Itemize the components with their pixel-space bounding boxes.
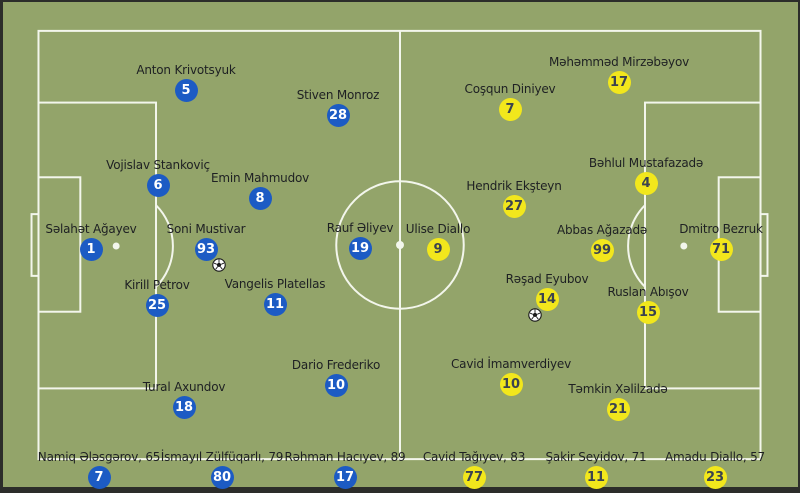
player-name-label: Dario Frederiko bbox=[291, 358, 381, 372]
right-goal bbox=[759, 213, 769, 277]
player-number-badge[interactable]: 93 bbox=[194, 237, 218, 261]
player-number-badge[interactable]: 18 bbox=[172, 395, 196, 419]
center-spot bbox=[396, 241, 404, 249]
player-name-label: Cavid İmamverdiyev bbox=[450, 357, 572, 371]
players-layer: Səlahət Ağayev 1 Anton Krivotsyuk 5 Vojislav… bbox=[3, 2, 798, 489]
player-number-badge[interactable]: 10 bbox=[324, 373, 348, 397]
player-name-label: Cavid Tağıyev, 83 bbox=[422, 450, 526, 464]
right-penalty-spot bbox=[680, 242, 688, 250]
player-name-label: Namiq Ələsgərov, 65 bbox=[37, 450, 161, 464]
player-number-badge[interactable]: 11 bbox=[584, 465, 608, 489]
left-penalty-arc bbox=[155, 204, 174, 288]
player-name-label: Bəhlul Mustafazadə bbox=[588, 156, 704, 170]
player-name-label: Ulise Diallo bbox=[405, 222, 471, 236]
player-number-badge[interactable]: 19 bbox=[348, 236, 372, 260]
player-number-badge[interactable]: 17 bbox=[333, 465, 357, 489]
player-name-label: Məhəmməd Mirzəbəyov bbox=[549, 55, 689, 69]
player-name-label: Rəhman Hacıyev, 89 bbox=[284, 450, 406, 464]
player-number-badge[interactable]: 17 bbox=[607, 70, 631, 94]
player-name-label: Abbas Ağazadə bbox=[556, 223, 648, 237]
player-number-badge[interactable]: 4 bbox=[634, 171, 658, 195]
center-circle bbox=[335, 180, 465, 310]
player-number-badge[interactable]: 21 bbox=[606, 397, 630, 421]
player-number-badge[interactable]: 9 bbox=[426, 237, 450, 261]
pitch-background: Səlahət Ağayev 1 Anton Krivotsyuk 5 Vojislav… bbox=[3, 2, 798, 489]
player-number-badge[interactable]: 15 bbox=[636, 300, 660, 324]
player-name-label: Soni Mustivar bbox=[166, 222, 246, 236]
player-name-label: Amadu Diallo, 57 bbox=[665, 450, 765, 464]
player-name-label: İsmayıl Zülfüqarlı, 79 bbox=[160, 450, 284, 464]
player-number-badge[interactable]: 1 bbox=[79, 237, 103, 261]
player-number-badge[interactable]: 7 bbox=[498, 97, 522, 121]
player-name-label: Təmkin Xəlilzadə bbox=[568, 382, 668, 396]
soccer-ball-icon bbox=[528, 307, 542, 322]
player-number-badge[interactable]: 6 bbox=[146, 173, 170, 197]
player-name-label: Kirill Petrov bbox=[124, 278, 190, 292]
player-name-label: Coşqun Diniyev bbox=[464, 82, 556, 96]
player-number-badge[interactable]: 11 bbox=[263, 292, 287, 316]
player-number-badge[interactable]: 10 bbox=[499, 372, 523, 396]
player-name-label: Anton Krivotsyuk bbox=[136, 63, 236, 77]
player-number-badge[interactable]: 27 bbox=[502, 194, 526, 218]
player-name-label: Dmitro Bezruk bbox=[679, 222, 763, 236]
soccer-ball-icon bbox=[212, 257, 226, 272]
left-goal bbox=[30, 213, 40, 277]
player-name-label: Səlahət Ağayev bbox=[45, 222, 137, 236]
player-number-badge[interactable]: 77 bbox=[462, 465, 486, 489]
player-number-badge[interactable]: 71 bbox=[709, 237, 733, 261]
right-penalty-arc bbox=[627, 204, 646, 288]
player-number-badge[interactable]: 23 bbox=[703, 465, 727, 489]
player-name-label: Rauf Əliyev bbox=[326, 221, 394, 235]
player-number-badge[interactable]: 14 bbox=[535, 287, 559, 311]
player-name-label: Şakir Seyidov, 71 bbox=[545, 450, 647, 464]
player-number-badge[interactable]: 99 bbox=[590, 238, 614, 262]
player-number-badge[interactable]: 7 bbox=[87, 465, 111, 489]
player-number-badge[interactable]: 8 bbox=[248, 186, 272, 210]
player-name-label: Rəşad Eyubov bbox=[505, 272, 589, 286]
player-name-label: Hendrik Ekşteyn bbox=[466, 179, 562, 193]
player-name-label: Ruslan Abışov bbox=[607, 285, 689, 299]
player-name-label: Vojislav Stankoviç bbox=[106, 158, 210, 172]
player-name-label: Tural Axundov bbox=[142, 380, 226, 394]
player-number-badge[interactable]: 5 bbox=[174, 78, 198, 102]
left-penalty-spot bbox=[112, 242, 120, 250]
player-number-badge[interactable]: 80 bbox=[210, 465, 234, 489]
player-name-label: Emin Mahmudov bbox=[210, 171, 310, 185]
player-name-label: Vangelis Platellas bbox=[224, 277, 326, 291]
player-number-badge[interactable]: 28 bbox=[326, 103, 350, 127]
player-number-badge[interactable]: 25 bbox=[145, 293, 169, 317]
player-name-label: Stiven Monroz bbox=[296, 88, 380, 102]
